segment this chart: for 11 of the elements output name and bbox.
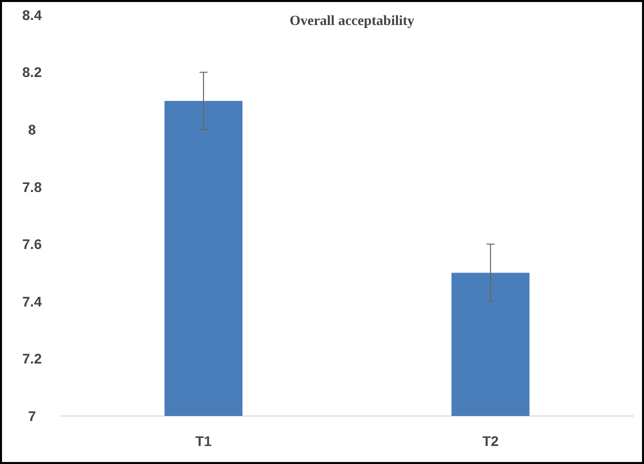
y-tick-label: 8.4 [22,6,42,23]
x-tick-label: T1 [195,433,212,449]
y-tick-label: 7.2 [22,350,42,367]
y-tick-label: 8.2 [22,64,42,80]
y-tick-label: 7.6 [22,236,42,252]
y-tick-label: 7.4 [22,293,42,310]
y-tick-label: 7 [28,408,36,424]
y-tick-label: 7.8 [22,178,42,195]
y-tick-label: 8 [28,121,36,138]
chart-title: Overall acceptability [290,14,414,29]
x-tick-label: T2 [482,433,499,449]
